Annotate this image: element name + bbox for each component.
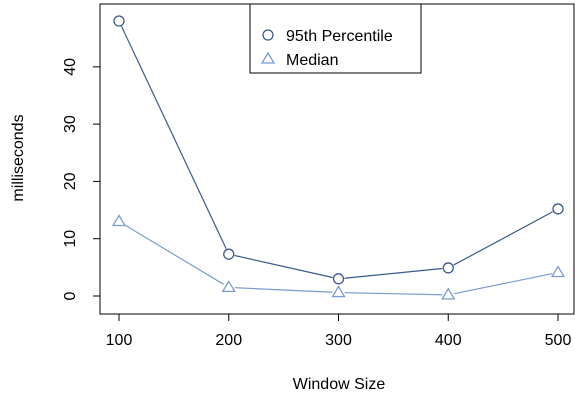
x-tick-label: 300	[325, 332, 352, 349]
y-tick-label: 10	[62, 230, 79, 248]
x-tick-label: 200	[215, 332, 242, 349]
series-0-point	[332, 273, 345, 285]
series-1-point	[441, 287, 456, 300]
x-tick-label: 400	[435, 332, 462, 349]
legend-triangle-marker	[260, 51, 276, 64]
series-0-point	[552, 203, 564, 215]
y-tick-label: 20	[62, 172, 79, 190]
y-tick-label: 0	[62, 291, 79, 300]
series-1-point	[111, 214, 127, 227]
series-0-segment	[234, 254, 333, 279]
series-0-segment	[344, 267, 443, 279]
x-tick-label: 500	[545, 332, 572, 349]
x-axis-label: Window Size	[293, 376, 386, 393]
series-0-point	[113, 15, 125, 27]
series-0-point	[442, 262, 454, 274]
series-1-segment	[344, 292, 443, 296]
series-1-segment	[454, 273, 553, 295]
series-0-segment	[453, 211, 553, 266]
y-tick-label: 30	[62, 115, 79, 133]
legend-circle-marker	[262, 29, 274, 41]
y-axis-label: milliseconds	[10, 114, 27, 201]
x-tick-label: 100	[106, 332, 133, 349]
legend: 95th Percentile Median	[249, 3, 422, 74]
axes: 100 200 300 400 500 0 10 20 30 40	[62, 58, 571, 349]
y-tick-label: 40	[62, 58, 79, 76]
legend-label-median: Median	[286, 52, 338, 69]
series-1-point	[221, 280, 236, 293]
series-1-segment	[123, 224, 224, 285]
series-0-segment	[121, 26, 227, 250]
series-1-point	[331, 285, 346, 298]
series-1-point	[550, 265, 566, 278]
series-layer	[111, 15, 566, 300]
series-1-segment	[234, 287, 333, 293]
legend-box	[249, 3, 422, 74]
legend-label-95th: 95th Percentile	[286, 28, 393, 45]
series-0-point	[223, 248, 235, 260]
